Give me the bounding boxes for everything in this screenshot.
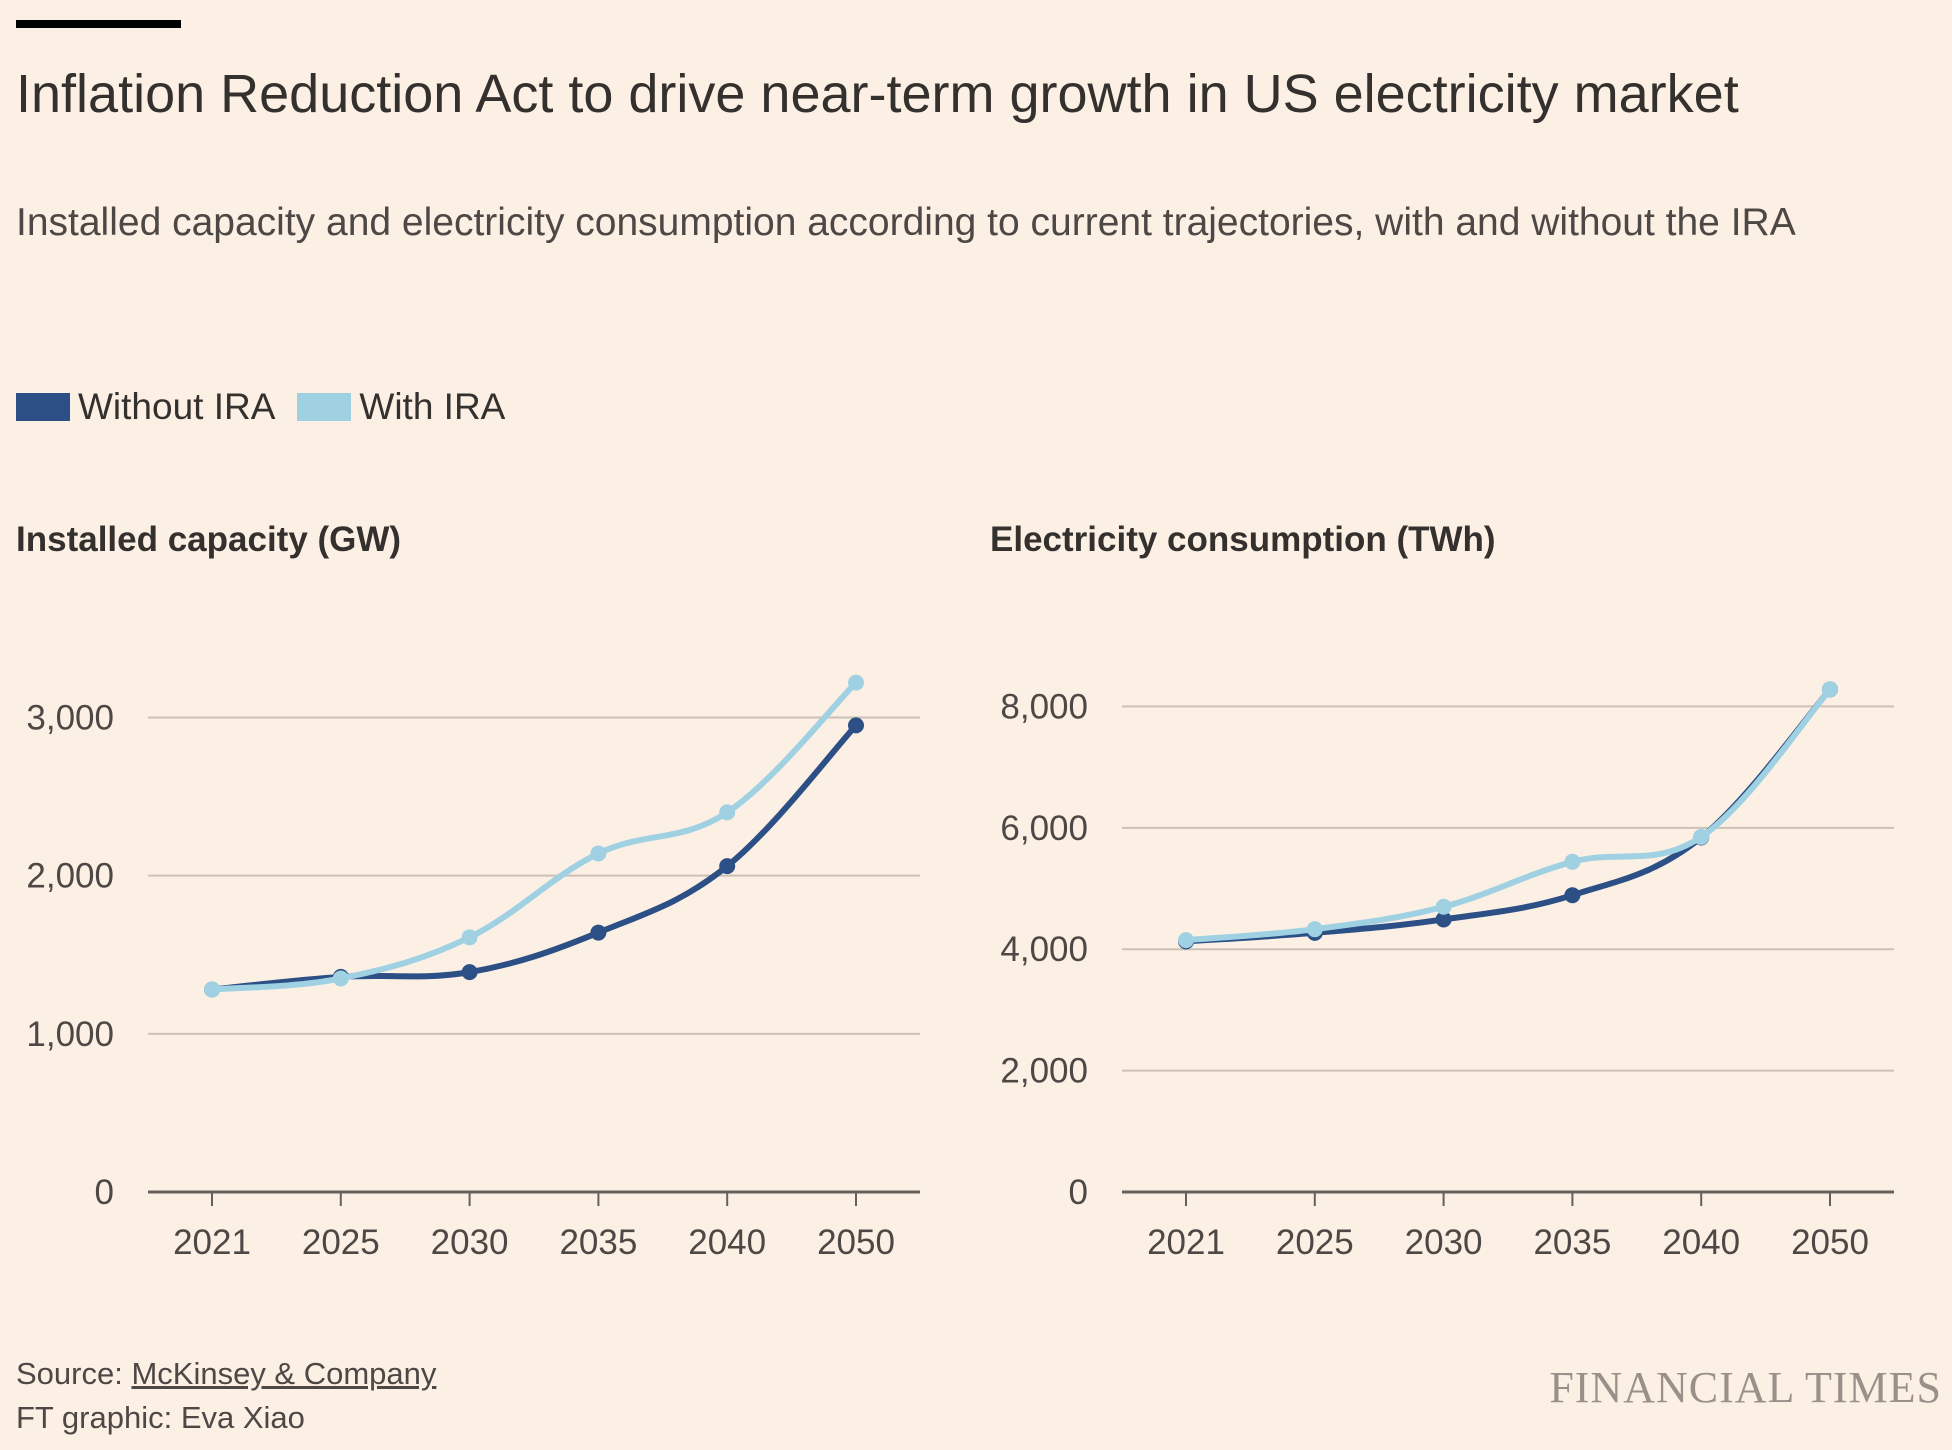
chart-installed-capacity: Installed capacity (GW) 0 1,000 2,000 3,000… [16, 520, 976, 1280]
data-point-without-ira [1564, 887, 1581, 904]
data-point-with-ira [1435, 898, 1452, 915]
source-link[interactable]: McKinsey & Company [131, 1356, 437, 1391]
page-subtitle: Installed capacity and electricity consu… [16, 201, 1796, 244]
legend-item-with-ira: With IRA [297, 386, 505, 428]
x-tick-label: 2025 [302, 1223, 380, 1262]
data-point-without-ira [1435, 911, 1452, 928]
data-point-without-ira [590, 924, 607, 941]
chart-installed-capacity-svg: 0 1,000 2,000 3,000 2021 2025 2030 2035 2040 2050 [26, 674, 920, 1262]
y-tick-label: 2,000 [26, 857, 114, 896]
data-point-with-ira [1564, 853, 1581, 870]
data-point-with-ira [719, 804, 736, 821]
x-tick-label: 2050 [817, 1223, 895, 1262]
chart-electricity-consumption: Electricity consumption (TWh) 0 2,000 4,00… [990, 520, 1950, 1280]
y-tick-label: 6,000 [1000, 809, 1088, 848]
source-line: Source: McKinsey & Company [16, 1352, 436, 1396]
y-tick-label: 0 [1069, 1173, 1088, 1212]
chart-title-electricity-consumption: Electricity consumption (TWh) [990, 520, 1496, 559]
data-point-with-ira [461, 929, 478, 946]
x-tick-label: 2030 [1405, 1223, 1483, 1262]
series-line-with-ira [1183, 686, 1833, 944]
data-point-without-ira [461, 964, 478, 981]
source-prefix: Source: [16, 1356, 132, 1391]
ft-logo: FINANCIAL TIMES [1549, 1363, 1942, 1412]
x-tick-label: 2021 [1147, 1223, 1225, 1262]
legend-label-with-ira: With IRA [359, 386, 506, 427]
chart-title-installed-capacity: Installed capacity (GW) [16, 520, 402, 559]
legend-swatch-with-ira [297, 393, 352, 421]
data-point-without-ira [719, 858, 736, 875]
data-point-with-ira [332, 970, 349, 987]
y-tick-label: 4,000 [1000, 930, 1088, 969]
series-line-without-ira [209, 722, 859, 993]
legend-item-without-ira: Without IRA [16, 386, 275, 428]
x-tick-label: 2021 [173, 1223, 251, 1262]
x-tick-label: 2040 [688, 1223, 766, 1262]
legend-label-without-ira: Without IRA [78, 386, 276, 427]
y-tick-label: 0 [95, 1173, 114, 1212]
x-tick-label: 2035 [559, 1223, 637, 1262]
series-line-without-ira [1183, 686, 1833, 945]
data-point-with-ira [204, 981, 220, 998]
legend: Without IRA With IRA [16, 386, 527, 428]
x-tick-label: 2035 [1533, 1223, 1611, 1262]
x-tick-label: 2040 [1662, 1223, 1740, 1262]
footer: Source: McKinsey & Company FT graphic: E… [16, 1352, 436, 1440]
y-tick-label: 3,000 [26, 698, 114, 737]
data-point-with-ira [1178, 932, 1194, 949]
data-point-with-ira [590, 845, 607, 862]
data-point-with-ira [1822, 681, 1838, 698]
x-tick-label: 2050 [1791, 1223, 1869, 1262]
data-point-with-ira [1693, 828, 1710, 845]
y-tick-label: 2,000 [1000, 1052, 1088, 1091]
data-point-with-ira [1306, 921, 1323, 938]
ft-top-bar [16, 20, 181, 28]
data-point-with-ira [848, 674, 864, 691]
y-tick-label: 8,000 [1000, 687, 1088, 726]
y-tick-label: 1,000 [26, 1015, 114, 1054]
page-title: Inflation Reduction Act to drive near-te… [16, 64, 1739, 124]
graphic-credit: FT graphic: Eva Xiao [16, 1400, 305, 1435]
legend-swatch-without-ira [16, 393, 70, 421]
data-point-without-ira [848, 717, 864, 734]
chart-electricity-consumption-svg: 0 2,000 4,000 6,000 8,000 2021 2025 2030 2035 204… [1000, 681, 1894, 1262]
series-line-with-ira [209, 679, 859, 993]
x-tick-label: 2030 [431, 1223, 509, 1262]
x-tick-label: 2025 [1276, 1223, 1354, 1262]
